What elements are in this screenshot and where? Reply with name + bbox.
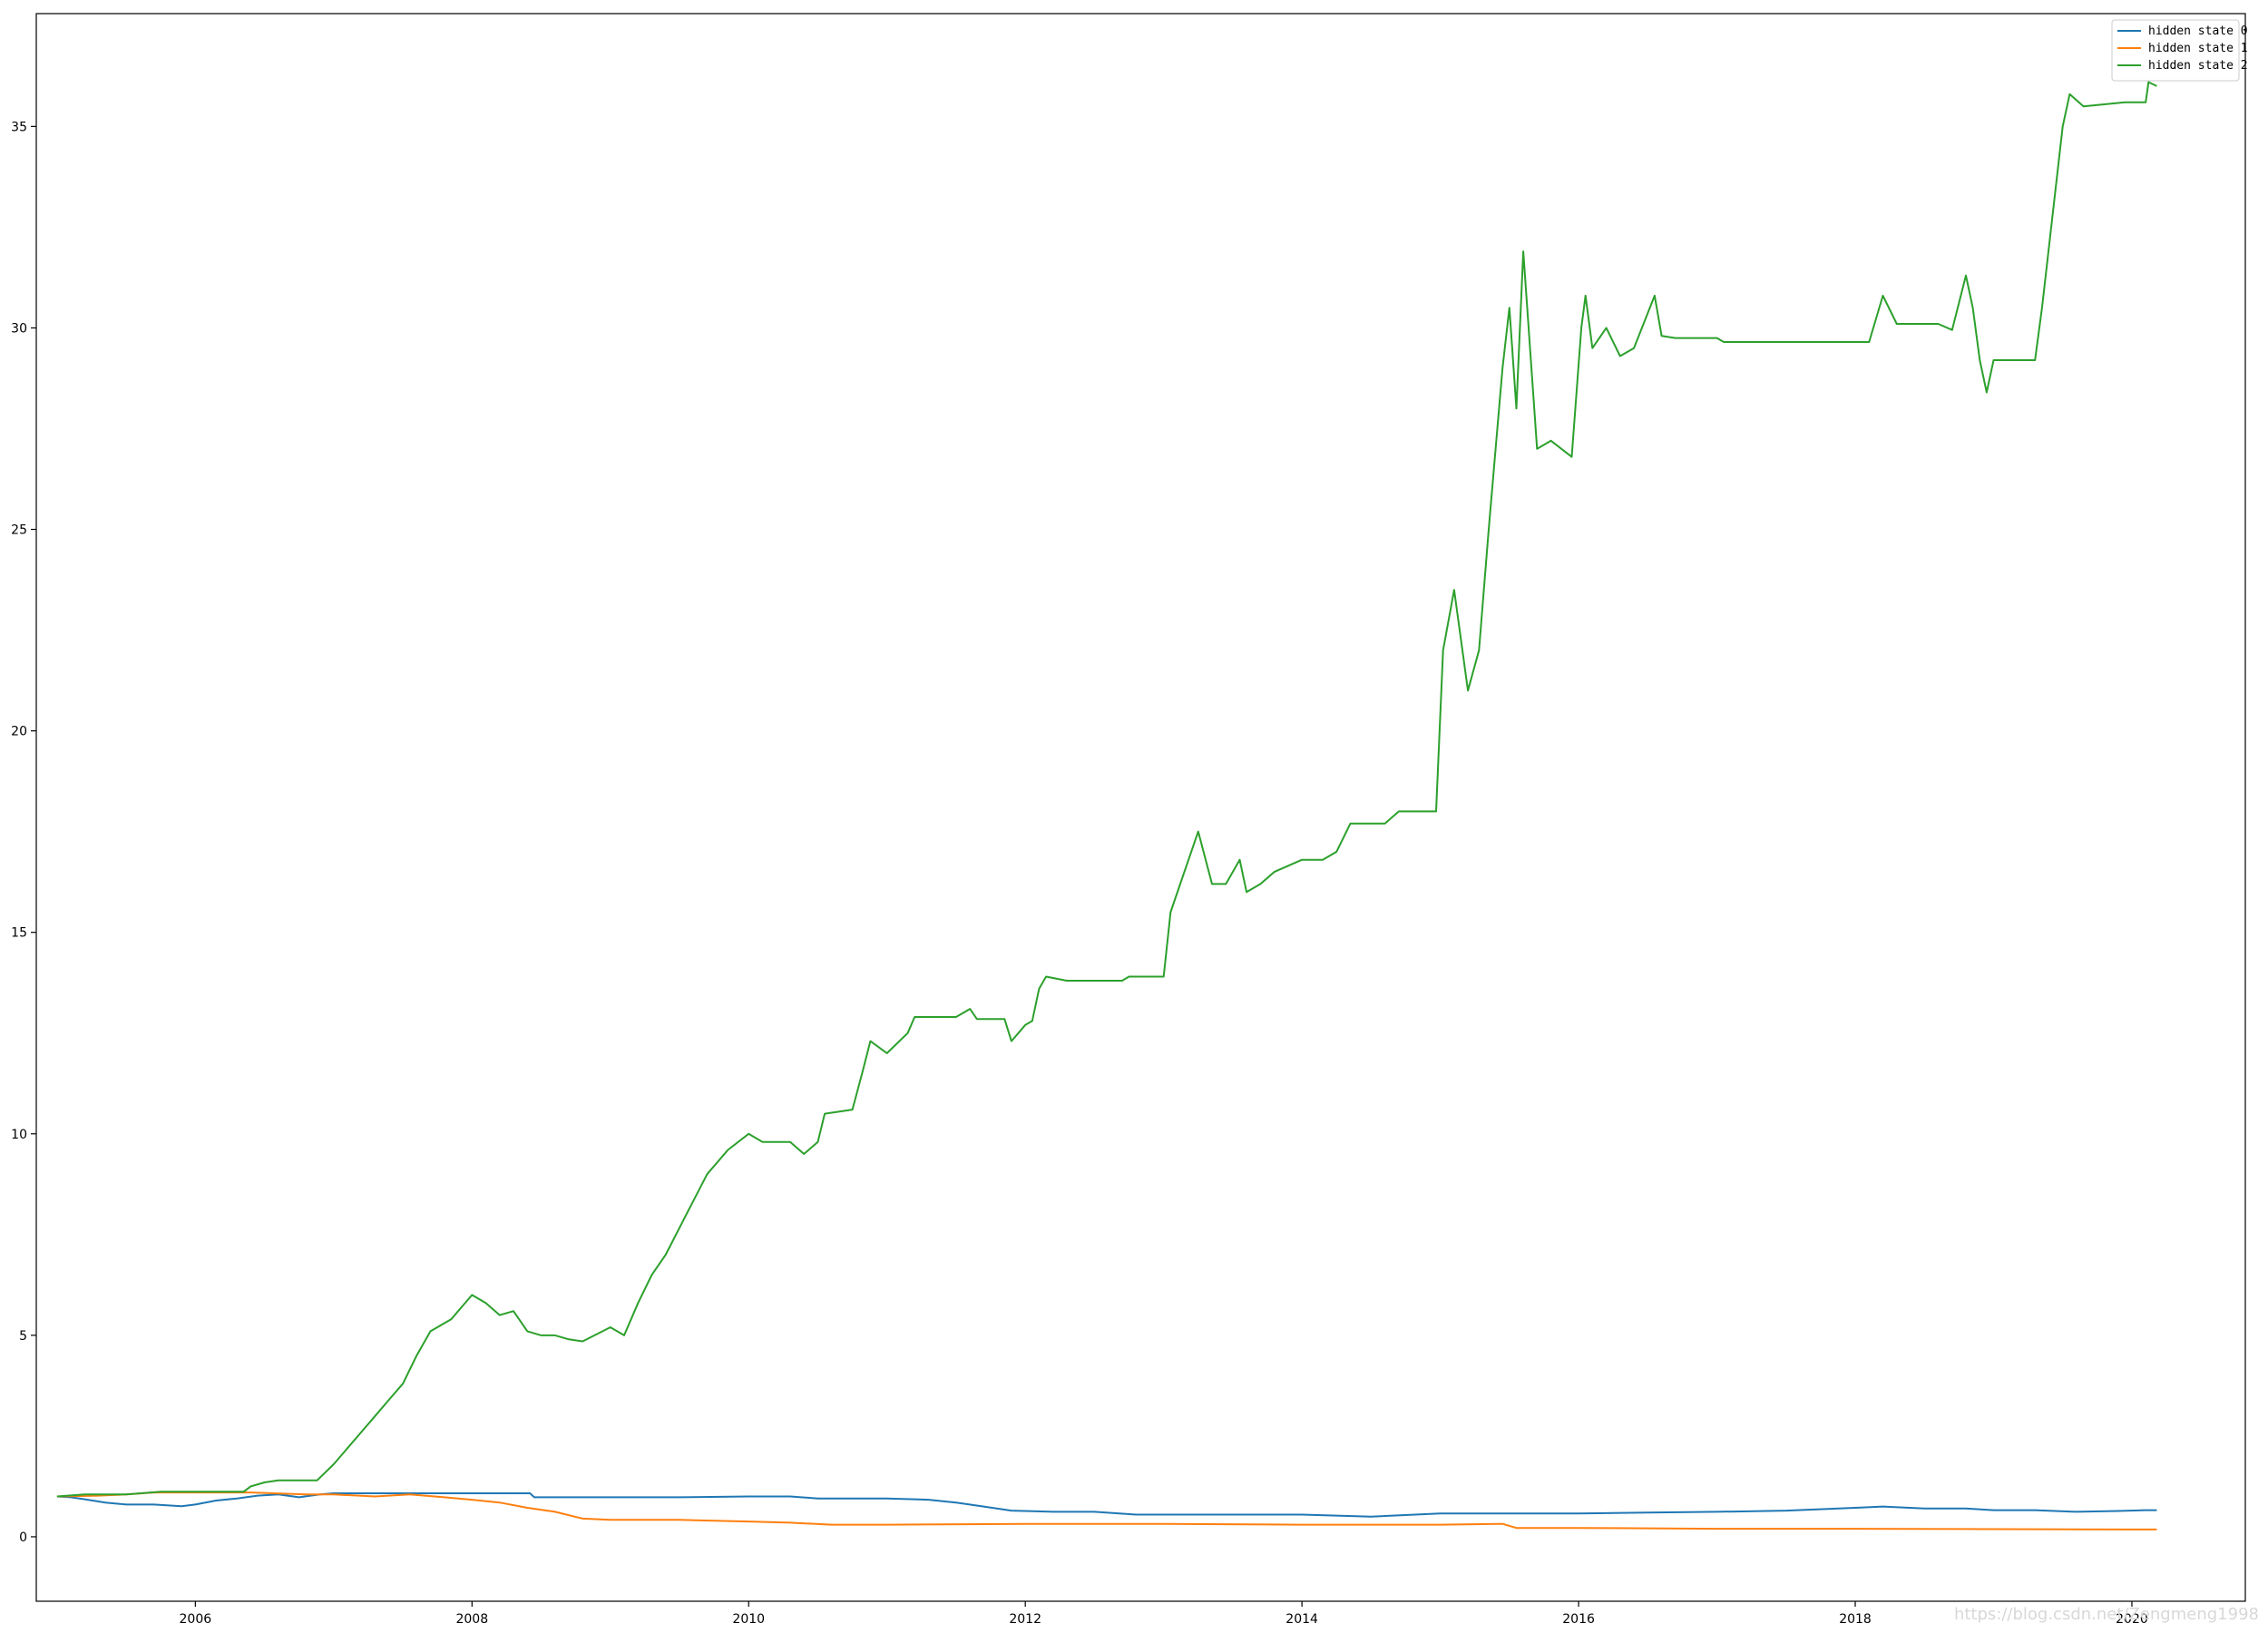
y-tick-label: 0: [19, 1530, 27, 1545]
x-tick-label: 2014: [1286, 1612, 1318, 1627]
legend-label-1: hidden state 1: [2148, 42, 2248, 55]
y-tick-label: 25: [11, 523, 27, 538]
legend-box: [2111, 19, 2240, 82]
y-tick-label: 10: [11, 1128, 27, 1142]
y-tick-label: 30: [11, 321, 27, 336]
legend-label-2: hidden state 2: [2148, 59, 2248, 73]
x-tick-label: 2008: [455, 1612, 488, 1627]
x-axis: 2006 2008 2010 2012 2014 2016 2018 2020: [180, 1601, 2148, 1627]
plot-frame: [35, 13, 2246, 1602]
x-tick-label: 2018: [1839, 1612, 1872, 1627]
x-tick-label: 2016: [1562, 1612, 1595, 1627]
x-tick-label: 2010: [732, 1612, 765, 1627]
series-line-2: [56, 81, 2157, 1498]
y-tick-label: 20: [11, 725, 27, 739]
plot-lines: [56, 81, 2157, 1530]
x-tick-label: 2012: [1009, 1612, 1041, 1627]
y-tick-label: 5: [19, 1329, 27, 1344]
series-line-0: [56, 1492, 2157, 1518]
watermark-text: https://blog.csdn.net/Zengmeng1998: [1954, 1605, 2259, 1624]
y-axis: 0 5 10 15 20 25 30 35: [11, 120, 36, 1545]
y-tick-label: 15: [11, 926, 27, 941]
legend-label-0: hidden state 0: [2148, 24, 2248, 38]
x-tick-label: 2006: [180, 1612, 212, 1627]
legend: hidden state 0 hidden state 1 hidden state…: [2111, 19, 2248, 82]
x-tick-label: 2020: [2116, 1612, 2148, 1627]
y-tick-label: 35: [11, 120, 27, 134]
series-line-1: [56, 1491, 2157, 1530]
